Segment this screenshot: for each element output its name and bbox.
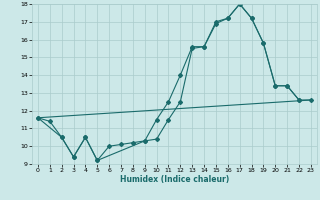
X-axis label: Humidex (Indice chaleur): Humidex (Indice chaleur): [120, 175, 229, 184]
